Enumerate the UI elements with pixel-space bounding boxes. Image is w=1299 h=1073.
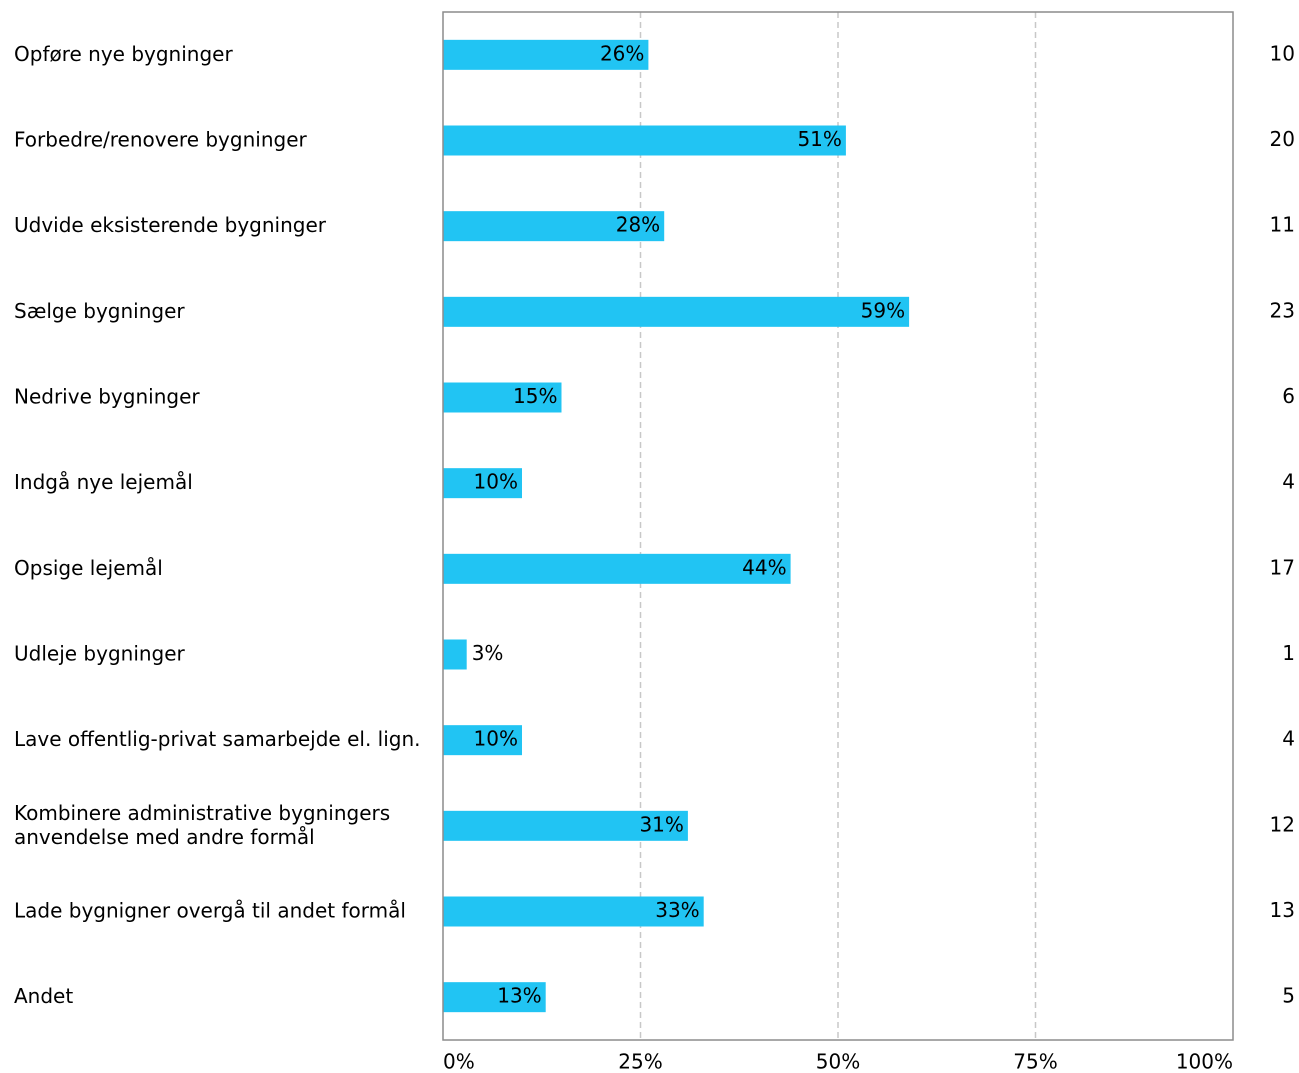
count-label: 4 <box>1282 470 1295 494</box>
count-label: 1 <box>1282 641 1295 665</box>
value-label: 3% <box>472 641 504 665</box>
category-label: Lade bygnigner overgå til andet formål <box>14 898 406 922</box>
category-label: Andet <box>14 984 73 1008</box>
category-label: Opsige lejemål <box>14 555 163 579</box>
count-label: 17 <box>1270 555 1295 579</box>
value-label: 44% <box>742 555 786 579</box>
category-label: Udleje bygninger <box>14 641 186 665</box>
bar <box>443 211 665 242</box>
category-labels: Opføre nye bygninger Forbedre/renovere by… <box>14 41 421 1007</box>
x-tick-label: 100% <box>1176 1050 1233 1073</box>
count-label: 20 <box>1270 127 1295 151</box>
bar <box>443 896 704 927</box>
bar <box>443 468 522 499</box>
count-label: 4 <box>1282 727 1295 751</box>
bar <box>443 125 846 156</box>
value-label: 26% <box>600 41 644 65</box>
bar <box>443 296 910 327</box>
value-label: 10% <box>474 470 518 494</box>
value-label: 51% <box>797 127 841 151</box>
x-tick-label: 50% <box>816 1050 860 1073</box>
bar <box>443 725 522 756</box>
category-label: Opføre nye bygninger <box>14 41 233 65</box>
category-label: Forbedre/renovere bygninger <box>14 127 307 151</box>
x-tick-label: 75% <box>1013 1050 1057 1073</box>
count-label: 23 <box>1270 298 1295 322</box>
category-label: Udvide eksisterende bygninger <box>14 213 327 237</box>
bar <box>443 39 649 70</box>
value-label: 10% <box>474 727 518 751</box>
bars <box>443 39 910 1013</box>
value-label: 13% <box>497 984 541 1008</box>
value-labels: 26% 51% 28% 59% 15% 10% 44% 3% 10% 31% 33% 13% <box>472 41 905 1007</box>
plot-frame <box>442 11 1234 1041</box>
category-label: Lave offentlig-privat samarbejde el. lig… <box>14 727 421 751</box>
category-label: Nedrive bygninger <box>14 384 200 408</box>
x-tick-labels: 0% 25% 50% 75% 100% <box>443 1050 1233 1073</box>
count-label: 13 <box>1270 898 1295 922</box>
bar <box>443 553 791 584</box>
count-label: 5 <box>1282 984 1295 1008</box>
bar <box>443 382 562 413</box>
x-tick-label: 25% <box>618 1050 662 1073</box>
count-label: 10 <box>1270 41 1295 65</box>
count-label: 6 <box>1282 384 1295 408</box>
value-label: 31% <box>639 812 683 836</box>
value-label: 28% <box>616 213 660 237</box>
count-label: 11 <box>1270 213 1295 237</box>
count-labels: 10 20 11 23 6 4 17 1 4 12 13 5 <box>1270 41 1295 1007</box>
category-label: Sælge bygninger <box>14 298 185 322</box>
category-label: Indgå nye lejemål <box>14 470 193 494</box>
bar <box>443 810 688 841</box>
bar <box>443 982 546 1013</box>
count-label: 12 <box>1270 812 1295 836</box>
category-label: Kombinere administrative bygningers anven… <box>14 800 390 848</box>
x-tick-label: 0% <box>443 1050 475 1073</box>
value-label: 59% <box>861 298 905 322</box>
grid-lines <box>639 12 1037 1040</box>
value-label: 15% <box>513 384 557 408</box>
value-label: 33% <box>655 898 699 922</box>
bar <box>443 639 467 670</box>
